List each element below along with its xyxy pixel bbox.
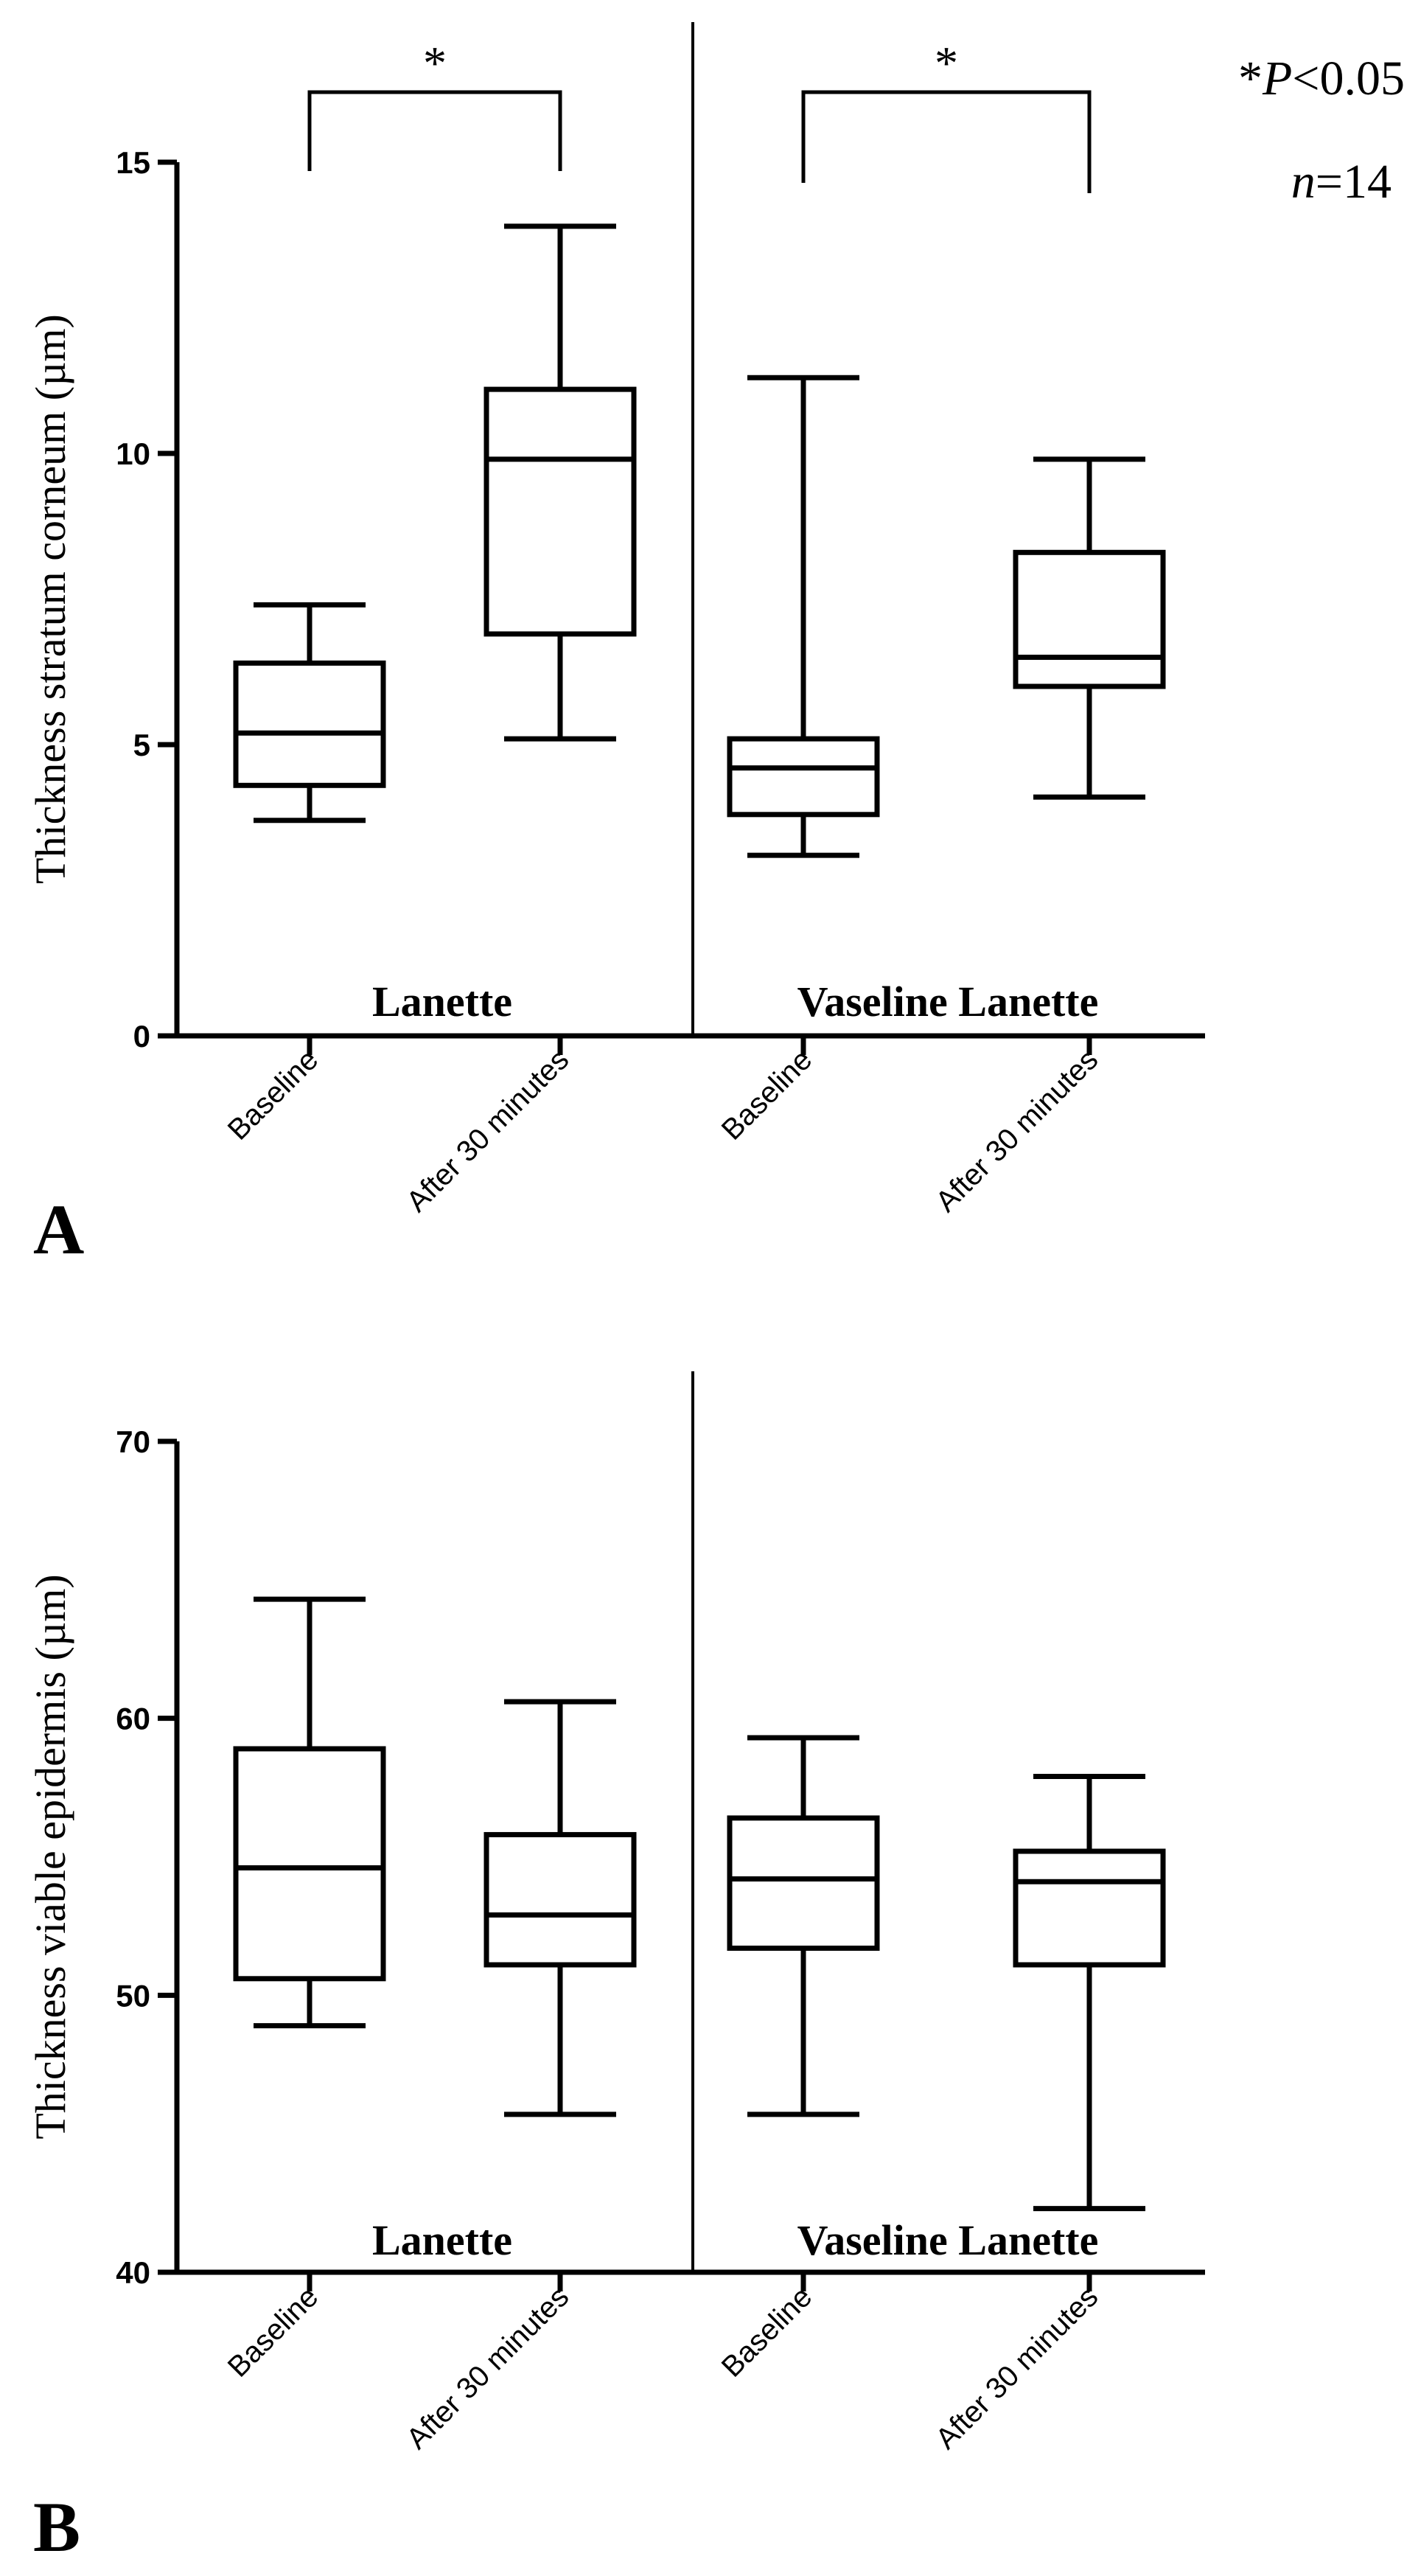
box-1 (233, 602, 386, 824)
box-iqr (483, 386, 637, 637)
box-1 (233, 1596, 386, 2029)
box-iqr (727, 1815, 880, 1951)
panel-letter: B (33, 2488, 80, 2566)
y-tick-label: 15 (116, 145, 150, 180)
panel-b: 40 50 60 70 Baseline After 30 minutes Baseline… (27, 1371, 1205, 2566)
significance-bracket (307, 90, 562, 171)
panel-a: 0 5 10 15 Baseline After 30 minutes Baseline Af… (27, 22, 1405, 1269)
significance-star: * (423, 37, 447, 89)
y-tick-label: 5 (133, 728, 150, 762)
box-4 (1013, 1774, 1166, 2212)
y-tick-label: 60 (116, 1702, 150, 1736)
group-label: Vaseline Lanette (797, 2216, 1099, 2264)
box-iqr (1013, 549, 1166, 689)
box-iqr (233, 1746, 386, 1982)
group-label: Lanette (372, 2216, 512, 2264)
category-label: Baseline (716, 1043, 819, 1146)
y-tick-label: 50 (116, 1978, 150, 2013)
significance-star: * (935, 37, 958, 89)
y-axis-label: Thickness viable epidermis (µm) (27, 1574, 74, 2139)
category-label: After 30 minutes (400, 1043, 575, 1218)
category-label: After 30 minutes (400, 2280, 575, 2455)
box-iqr (1013, 1848, 1166, 1968)
y-tick-label: 10 (116, 436, 150, 471)
panel-letter: A (33, 1190, 84, 1269)
category-label: After 30 minutes (929, 1043, 1104, 1218)
box-3 (727, 1735, 880, 2117)
p-value-annotation: *P<0.05 (1238, 52, 1405, 105)
box-2 (483, 223, 637, 742)
box-2 (483, 1699, 637, 2117)
significance-bracket (801, 90, 1092, 193)
box-iqr (727, 736, 880, 818)
box-iqr (233, 660, 386, 788)
y-tick-label: 0 (133, 1019, 150, 1054)
box-3 (727, 375, 880, 858)
box-4 (1013, 456, 1166, 800)
y-axis-label: Thickness stratum corneum (µm) (27, 314, 74, 884)
category-label: Baseline (716, 2280, 819, 2384)
n-annotation: n=14 (1291, 155, 1392, 209)
box-iqr (483, 1831, 637, 1968)
category-label: Baseline (222, 1043, 325, 1146)
group-label: Vaseline Lanette (797, 978, 1099, 1026)
category-label: After 30 minutes (929, 2280, 1104, 2455)
group-label: Lanette (372, 978, 512, 1026)
y-tick-label: 70 (116, 1424, 150, 1459)
category-label: Baseline (222, 2280, 325, 2384)
y-tick-label: 40 (116, 2255, 150, 2290)
